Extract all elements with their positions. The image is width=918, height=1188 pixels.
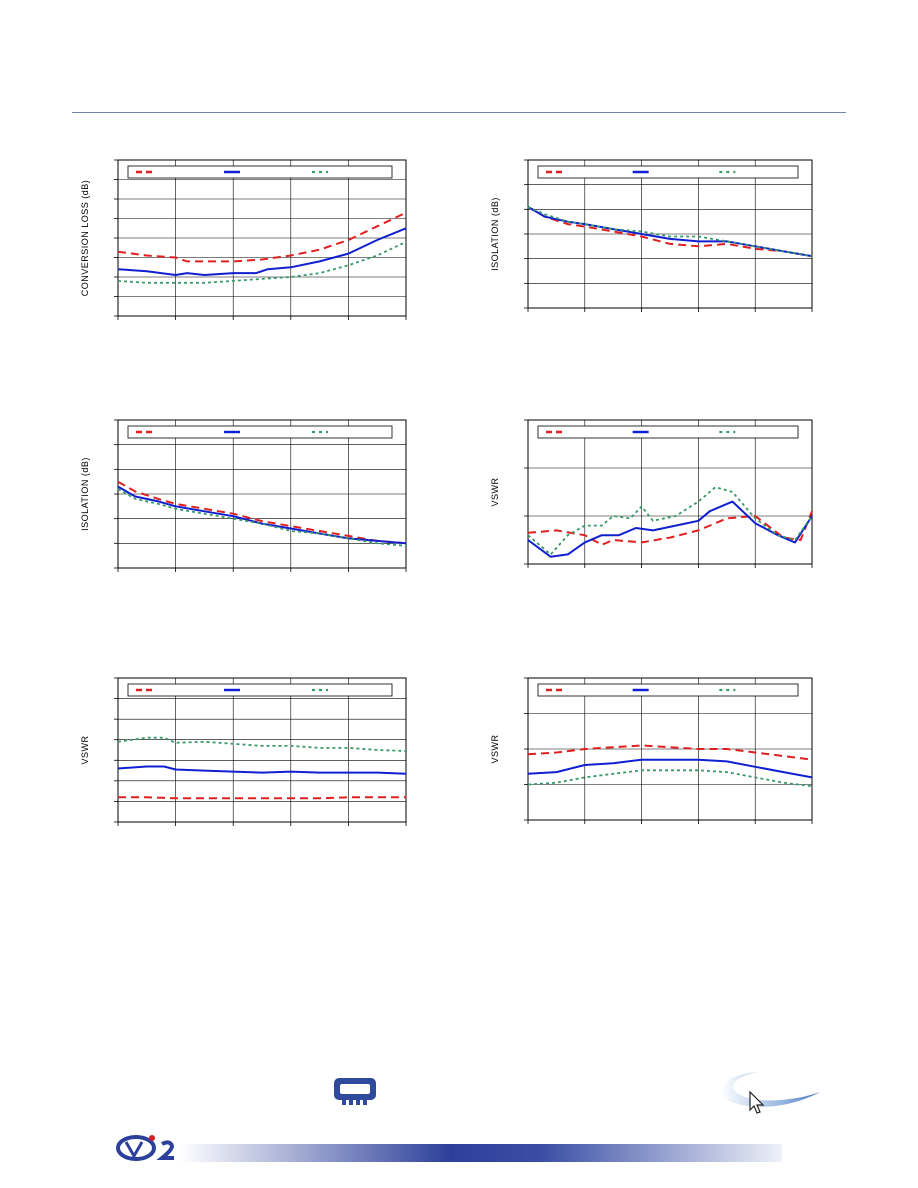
vswr-chart-bottom-right: VSWR <box>490 677 813 824</box>
y-axis-label: VSWR <box>490 734 500 763</box>
legend-box <box>127 425 393 439</box>
chip-badge-icon <box>334 1078 376 1105</box>
series-line-green <box>527 206 813 258</box>
series-line-red <box>527 744 813 761</box>
series-line-blue <box>117 765 407 775</box>
plot-frame <box>527 419 813 565</box>
y-axis-label: ISOLATION (dB) <box>80 457 90 531</box>
legend <box>537 683 799 697</box>
top-rule <box>72 112 846 113</box>
legend-box <box>537 683 799 697</box>
legend <box>127 683 393 697</box>
series-line-green <box>117 488 407 547</box>
isolation-chart-top: ISOLATION (dB) <box>490 159 813 312</box>
series-line-green <box>527 486 813 556</box>
y-axis-label: ISOLATION (dB) <box>490 197 500 271</box>
vswr-chart-bottom-left: VSWR <box>80 677 407 826</box>
series-line-red <box>117 211 407 263</box>
y-axis-label: VSWR <box>80 735 90 764</box>
series-line-red <box>527 510 813 546</box>
series-line-red <box>118 796 406 800</box>
isolation-chart-middle: ISOLATION (dB) <box>80 419 407 572</box>
series-line-red <box>117 480 407 545</box>
legend <box>537 425 799 439</box>
series-line-green <box>117 736 407 752</box>
series-line-red <box>527 206 813 258</box>
series-line-blue <box>527 500 813 558</box>
legend-box <box>537 165 799 179</box>
y-axis-label: VSWR <box>490 477 500 506</box>
series-line-green <box>117 241 407 284</box>
vswr-chart-middle: VSWR <box>490 419 813 568</box>
legend-box <box>537 425 799 439</box>
footer-gradient-bar <box>180 1144 782 1162</box>
company-logo-icon <box>116 1135 175 1161</box>
cursor-swoosh-icon <box>720 1072 820 1114</box>
legend-box <box>127 165 393 179</box>
legend <box>127 425 393 439</box>
series-line-blue <box>527 758 813 779</box>
legend <box>127 165 393 179</box>
legend <box>537 165 799 179</box>
plot-frame <box>117 677 407 823</box>
series-line-blue <box>117 227 407 276</box>
y-axis-label: CONVERSION LOSS (dB) <box>80 180 90 297</box>
conversion-loss-chart: CONVERSION LOSS (dB) <box>80 159 407 320</box>
legend-box <box>127 683 393 697</box>
